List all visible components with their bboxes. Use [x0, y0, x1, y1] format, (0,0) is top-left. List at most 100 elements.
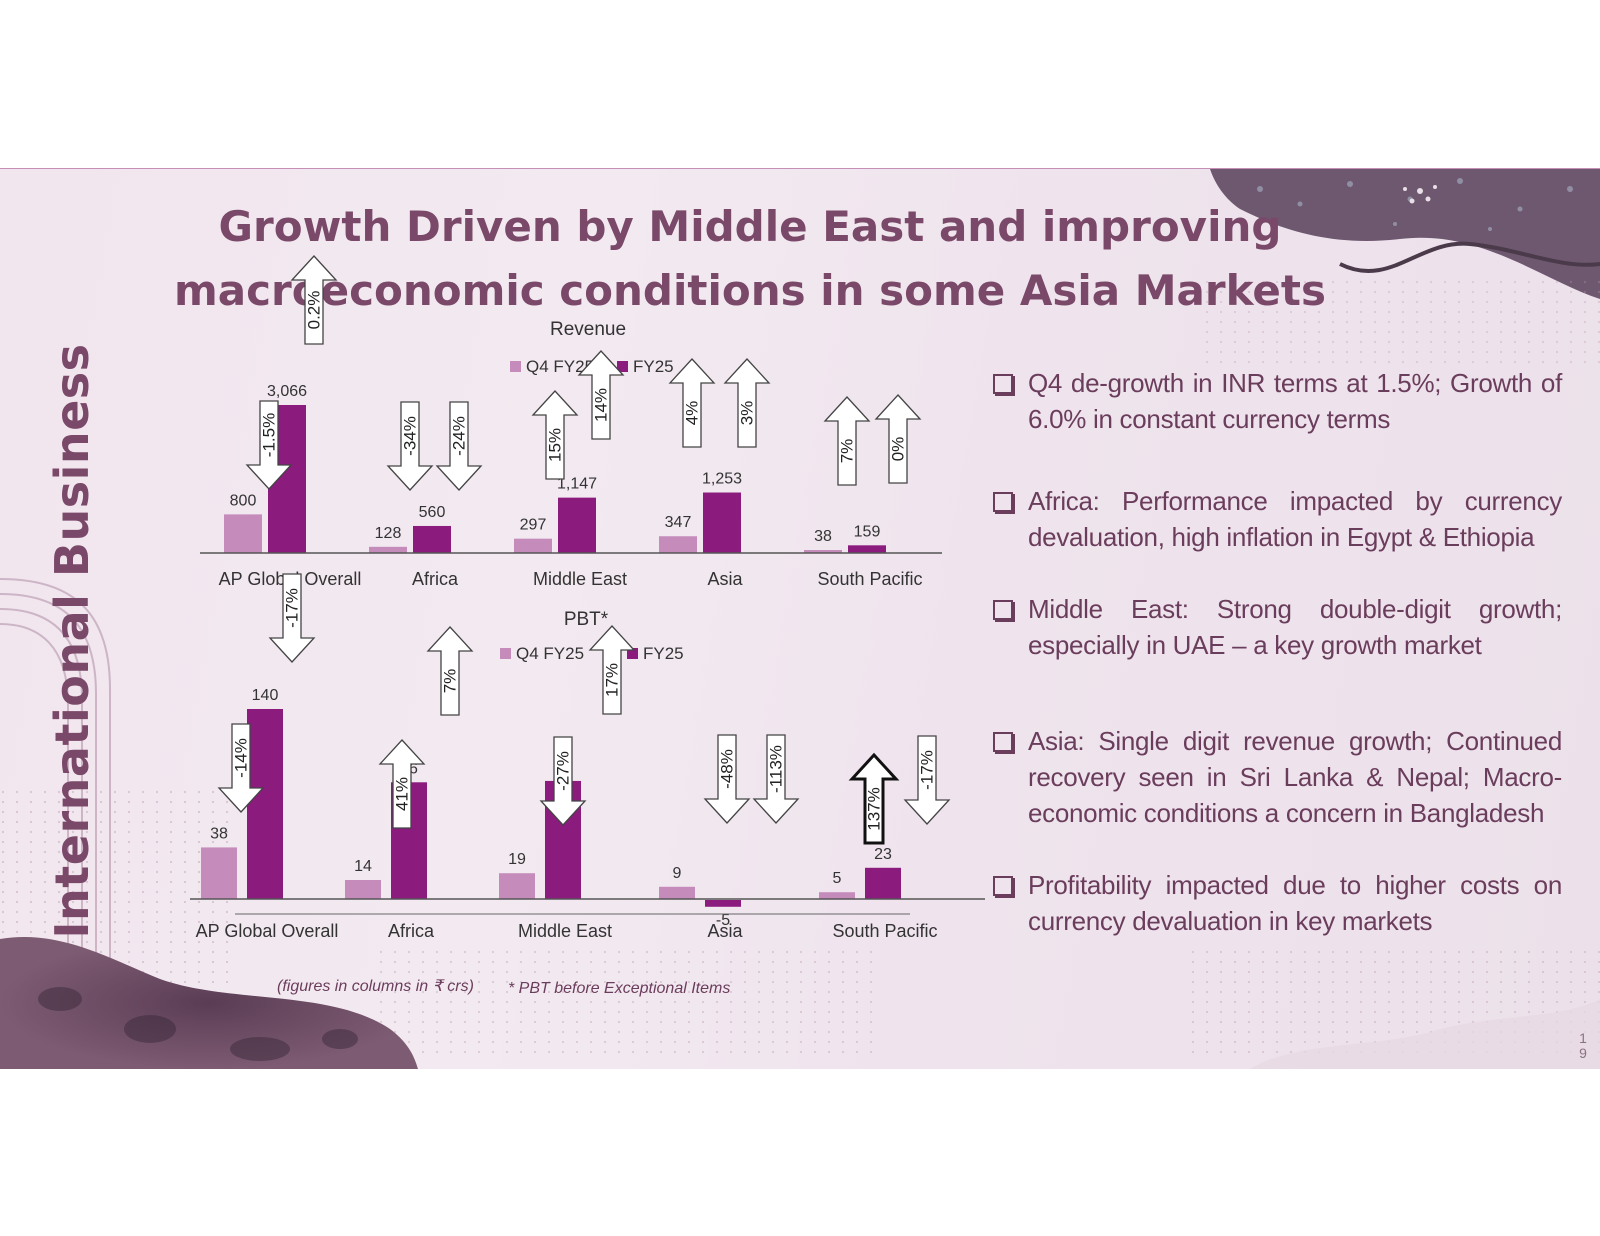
bar-q4 — [819, 892, 855, 899]
growth-label: -34% — [401, 416, 420, 456]
data-label: 1,147 — [557, 476, 597, 493]
growth-label: -24% — [450, 416, 469, 456]
charts: Revenue Q4 FY25 FY25 800 3,066 AP Global Over… — [190, 255, 985, 997]
growth-label: -27% — [554, 751, 573, 791]
growth-up-arrow — [723, 358, 771, 448]
category-label: Asia — [707, 921, 743, 941]
legend-swatch — [500, 648, 511, 659]
growth-label: -113% — [767, 745, 786, 793]
bar-fy25 — [865, 867, 901, 899]
growth-label: 3% — [738, 401, 757, 426]
category-label: Asia — [707, 569, 743, 589]
growth-label: 0.2% — [305, 291, 324, 330]
checkbox-icon — [993, 374, 1013, 394]
data-label: 3,066 — [267, 383, 307, 400]
bottom-left-pattern — [0, 937, 418, 1069]
growth-up-arrow — [823, 396, 871, 486]
legend-label: FY25 — [643, 644, 684, 663]
legend-swatch — [617, 361, 628, 372]
growth-label: 41% — [393, 777, 412, 811]
growth-label: 0% — [889, 437, 908, 462]
units-footnote: (figures in columns in ₹ crs) — [277, 978, 474, 995]
data-label: -5 — [716, 912, 730, 929]
chart-title: Revenue — [550, 319, 626, 340]
top-right-pattern — [1210, 169, 1600, 299]
growth-down-arrow — [435, 401, 483, 491]
data-label: 23 — [874, 846, 892, 863]
bar-q4 — [514, 538, 552, 553]
title-line-2: macroeconomic conditions in some Asia Ma… — [174, 266, 1326, 315]
checkbox-icon — [993, 876, 1013, 896]
category-label: Middle East — [518, 921, 612, 941]
decorative-background — [0, 169, 1600, 1069]
growth-label: -48% — [718, 749, 737, 789]
bar-fy25 — [413, 525, 451, 553]
data-label: 128 — [375, 525, 402, 542]
title-line-1: Growth Driven by Middle East and improvi… — [218, 202, 1282, 251]
growth-label: 17% — [603, 663, 622, 697]
bullet-list: Q4 de-growth in INR terms at 1.5%; Growt… — [990, 365, 1562, 939]
bar-q4 — [659, 886, 695, 899]
data-label: 9 — [673, 865, 682, 882]
bullet-item: Middle East: Strong double-digit growth;… — [990, 591, 1562, 663]
growth-label: 14% — [592, 388, 611, 422]
category-label: Africa — [388, 921, 435, 941]
bar-q4 — [659, 536, 697, 553]
chart-title: PBT* — [564, 609, 609, 630]
data-label: 140 — [252, 687, 279, 704]
growth-label: -1.5% — [260, 413, 279, 457]
category-label: Africa — [412, 569, 459, 589]
growth-down-arrow — [703, 734, 751, 824]
bar-fy25 — [705, 900, 741, 907]
growth-label: -17% — [283, 588, 302, 628]
growth-down-arrow — [903, 735, 951, 825]
growth-down-arrow — [539, 736, 587, 826]
page-title: Growth Driven by Middle East and improvi… — [110, 195, 1390, 323]
growth-up-arrow — [378, 739, 426, 829]
pbt-footnote: * PBT before Exceptional Items — [508, 980, 730, 997]
legend-swatch — [627, 648, 638, 659]
data-label: 38 — [210, 825, 228, 842]
data-label: 38 — [814, 528, 832, 545]
growth-label: -17% — [918, 750, 937, 790]
data-label: 19 — [508, 851, 526, 868]
bar-fy25 — [703, 492, 741, 553]
data-label: 560 — [419, 504, 446, 521]
bar-fy25 — [558, 497, 596, 553]
bullet-item: Q4 de-growth in INR terms at 1.5%; Growt… — [990, 365, 1562, 437]
bar-q4 — [201, 847, 237, 899]
growth-up-arrow — [848, 752, 900, 845]
checkbox-icon — [993, 492, 1013, 512]
bar-q4 — [804, 550, 842, 553]
data-label: 159 — [854, 523, 881, 540]
legend-swatch — [510, 361, 521, 372]
growth-label: 7% — [441, 669, 460, 694]
legend-label: FY25 — [633, 357, 674, 376]
category-label: AP Global Overall — [196, 921, 339, 941]
data-label: 14 — [354, 858, 372, 875]
data-label: 800 — [230, 492, 257, 509]
bar-q4 — [369, 546, 407, 553]
checkbox-icon — [993, 600, 1013, 620]
growth-up-arrow — [426, 626, 474, 716]
growth-label: 7% — [838, 439, 857, 464]
data-label: 1,253 — [702, 471, 742, 488]
category-label: South Pacific — [832, 921, 937, 941]
bar-q4 — [345, 880, 381, 899]
growth-up-arrow — [531, 390, 579, 480]
bar-fy25 — [848, 545, 886, 553]
slide: International Business Growth Driven by … — [0, 168, 1600, 1069]
bullet-item: Profitability impacted due to higher cos… — [990, 867, 1562, 939]
growth-up-arrow — [290, 255, 338, 345]
growth-down-arrow — [752, 734, 800, 824]
bullet-item: Africa: Performance impacted by currency… — [990, 483, 1562, 555]
growth-up-arrow — [588, 625, 636, 715]
growth-label: 4% — [683, 401, 702, 426]
growth-down-arrow — [245, 400, 293, 490]
checkbox-icon — [993, 732, 1013, 752]
legend-label: Q4 FY25 — [526, 357, 594, 376]
growth-up-arrow — [668, 358, 716, 448]
growth-down-arrow — [217, 723, 265, 813]
category-label: South Pacific — [817, 569, 922, 589]
